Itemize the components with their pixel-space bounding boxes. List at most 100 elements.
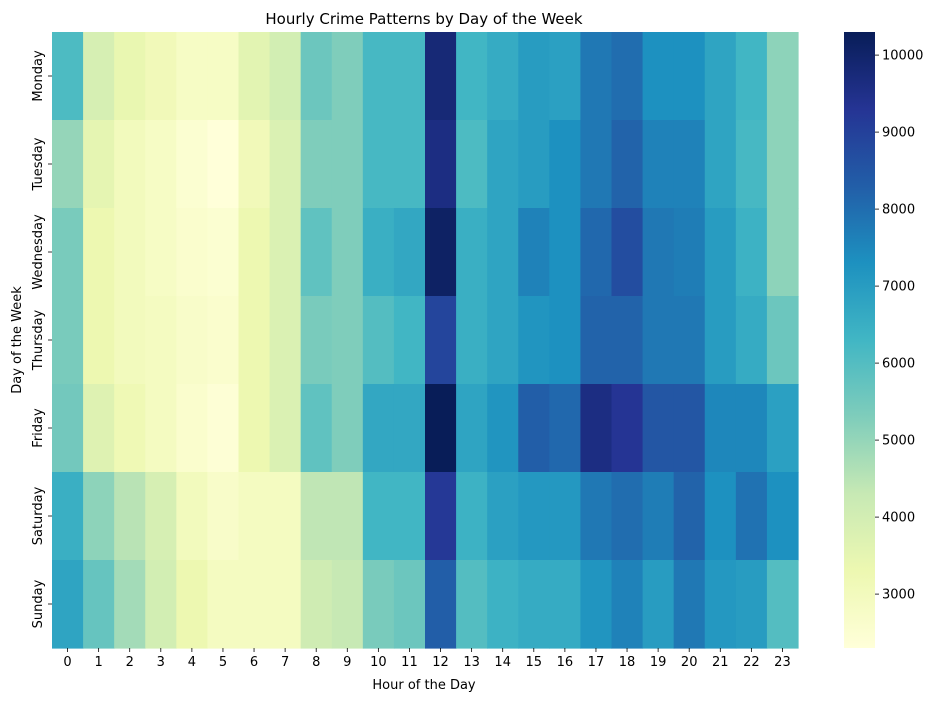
heatmap-cell: [362, 384, 395, 473]
y-tick-label: Friday: [31, 408, 46, 448]
heatmap-cell: [331, 296, 364, 385]
heatmap-cell: [549, 472, 582, 561]
heatmap-cell: [425, 208, 457, 297]
colorbar-tick-label: 4000: [882, 511, 915, 526]
heatmap-cell: [704, 384, 737, 473]
y-axis: Monday Tuesday Wednesday Thursday Friday Satu…: [31, 50, 52, 628]
heatmap-cell: [456, 208, 488, 297]
heatmap-cell: [362, 32, 395, 121]
heatmap-cell: [83, 560, 115, 649]
heatmap-cell: [207, 32, 240, 121]
heatmap-cell: [425, 120, 457, 209]
heatmap-cell: [393, 208, 426, 297]
heatmap-cell: [766, 32, 799, 121]
heatmap-cell: [611, 32, 644, 121]
heatmap-cell: [114, 120, 146, 209]
heatmap-cell: [331, 472, 364, 561]
x-tick-label: 15: [526, 655, 543, 670]
heatmap-cell: [238, 472, 271, 561]
x-tick-label: 6: [250, 655, 258, 670]
heatmap-cell: [207, 472, 240, 561]
heatmap-cell: [83, 472, 115, 561]
x-tick-label: 7: [281, 655, 289, 670]
x-tick-label: 16: [557, 655, 574, 670]
heatmap-cell: [673, 208, 706, 297]
heatmap-cell: [176, 120, 209, 209]
heatmap-cell: [269, 384, 302, 473]
heatmap-cell: [52, 384, 84, 473]
heatmap-cell: [207, 120, 240, 209]
heatmap-cell: [52, 560, 84, 649]
heatmap-cell: [642, 120, 675, 209]
heatmap-cell: [83, 32, 115, 121]
x-tick-label: 21: [712, 655, 729, 670]
heatmap-cell: [176, 208, 209, 297]
heatmap-cell: [114, 472, 146, 561]
heatmap-cell: [114, 384, 146, 473]
heatmap-cell: [393, 472, 426, 561]
heatmap-cell: [300, 208, 333, 297]
heatmap-cell: [735, 384, 768, 473]
colorbar-tick-label: 9000: [882, 126, 915, 141]
heatmap-cell: [114, 296, 146, 385]
heatmap-cell: [580, 296, 613, 385]
heatmap-cell: [673, 560, 706, 649]
heatmap-cell: [331, 120, 364, 209]
heatmap-cell: [642, 32, 675, 121]
heatmap-cell: [580, 384, 613, 473]
heatmap-cell: [580, 472, 613, 561]
heatmap-cell: [393, 560, 426, 649]
y-tick-label: Thursday: [31, 309, 46, 371]
y-tick-label: Wednesday: [31, 214, 46, 290]
x-tick-label: 5: [219, 655, 227, 670]
heatmap-cell: [207, 560, 240, 649]
heatmap-cell: [145, 560, 177, 649]
colorbar-tick-label: 7000: [882, 280, 915, 295]
heatmap-cell: [393, 384, 426, 473]
x-tick-label: 14: [494, 655, 511, 670]
heatmap-cell: [300, 384, 333, 473]
heatmap-cell: [518, 384, 550, 473]
x-tick-label: 18: [619, 655, 636, 670]
x-axis-label: Hour of the Day: [372, 678, 476, 693]
heatmap-cell: [642, 384, 675, 473]
heatmap-cell: [425, 32, 457, 121]
heatmap-cell: [518, 560, 550, 649]
heatmap-cell: [269, 472, 302, 561]
x-tick-label: 1: [94, 655, 102, 670]
heatmap-cell: [642, 560, 675, 649]
heatmap-cell: [176, 560, 209, 649]
heatmap-cell: [642, 208, 675, 297]
heatmap-cell: [238, 296, 271, 385]
heatmap-cell: [673, 32, 706, 121]
heatmap-cell: [114, 208, 146, 297]
colorbar-tick-label: 8000: [882, 203, 915, 218]
heatmap-cell: [238, 120, 271, 209]
heatmap-cell: [176, 384, 209, 473]
heatmap-cell: [518, 32, 550, 121]
colorbar: [844, 32, 875, 648]
heatmap-cell: [735, 32, 768, 121]
heatmap-cell: [238, 208, 271, 297]
heatmap-cell: [766, 296, 799, 385]
heatmap-cell: [518, 208, 550, 297]
heatmap-cell: [704, 32, 737, 121]
x-tick-label: 13: [463, 655, 480, 670]
heatmap-cell: [487, 560, 519, 649]
heatmap-cell: [52, 296, 84, 385]
heatmap-cell: [362, 208, 395, 297]
heatmap-cell: [704, 472, 737, 561]
heatmap-cell: [331, 208, 364, 297]
heatmap-cell: [362, 120, 395, 209]
heatmap-cell: [549, 32, 582, 121]
heatmap-cell: [735, 208, 768, 297]
heatmap-cell: [673, 472, 706, 561]
heatmap-cell: [704, 120, 737, 209]
heatmap-cell: [611, 120, 644, 209]
heatmap-cells: [52, 32, 799, 649]
x-tick-label: 3: [157, 655, 165, 670]
heatmap-cell: [83, 384, 115, 473]
colorbar-tick-label: 5000: [882, 434, 915, 449]
heatmap-cell: [238, 560, 271, 649]
heatmap-cell: [456, 296, 488, 385]
